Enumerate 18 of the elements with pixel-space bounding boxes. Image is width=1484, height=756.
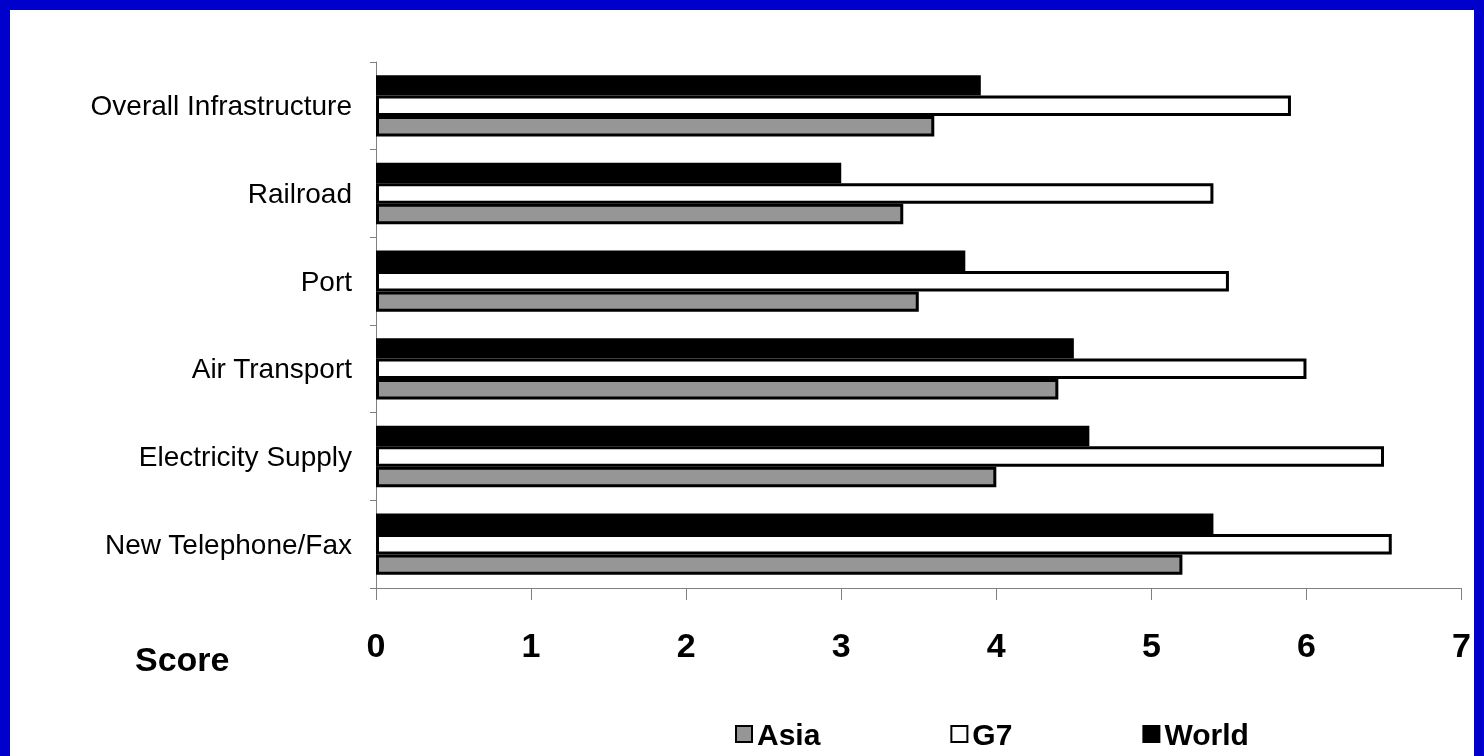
x-tick-label: 4: [986, 626, 1006, 664]
y-tick-label: Railroad: [247, 178, 352, 209]
x-tick-label: 3: [831, 626, 851, 664]
legend-label: G7: [972, 717, 1013, 751]
y-tick-label: Electricity Supply: [138, 441, 352, 472]
x-tick-label: 2: [676, 626, 696, 664]
legend-label: Asia: [757, 717, 821, 751]
y-tick-label: Air Transport: [191, 353, 353, 385]
x-tick-label: 0: [366, 626, 386, 664]
y-tick-label: New Telephone/Fax: [105, 528, 352, 560]
x-tick-label: 7: [1452, 626, 1472, 664]
x-tick-label: 5: [1141, 626, 1161, 664]
x-tick-label: 6: [1297, 626, 1316, 664]
x-axis-title: Score: [135, 640, 230, 678]
y-tick-label: Overall Infrastructure: [90, 90, 352, 122]
y-tick-label: Port: [300, 265, 353, 297]
legend-label: World: [1164, 717, 1249, 751]
x-tick-label: 1: [521, 626, 541, 664]
